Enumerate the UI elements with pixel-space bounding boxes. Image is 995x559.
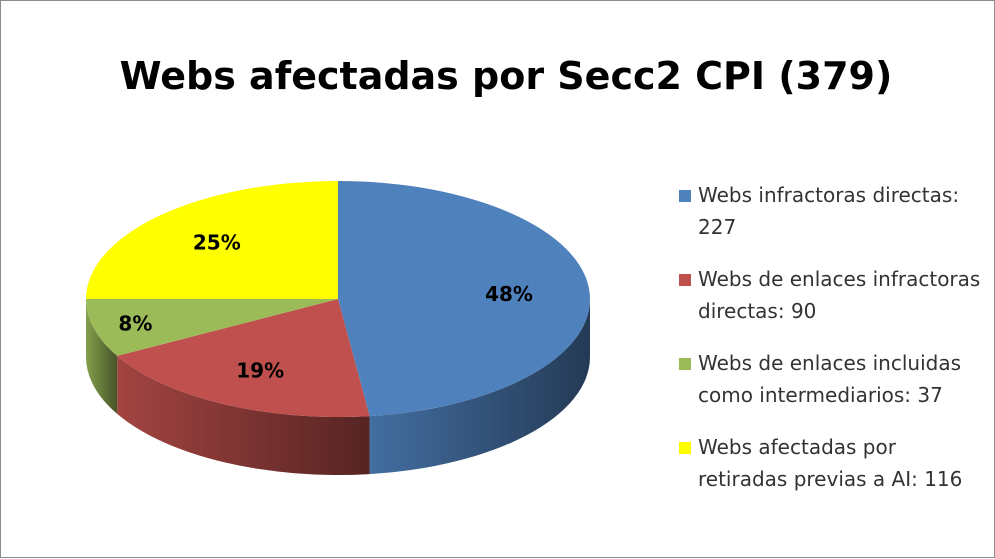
data-label: 48%: [485, 282, 533, 306]
legend-label: Webs de enlaces incluidas como intermedi…: [698, 351, 961, 407]
data-label: 19%: [236, 358, 284, 382]
legend-swatch: [679, 442, 691, 454]
slice: [338, 181, 591, 417]
data-label: 25%: [193, 230, 241, 254]
legend: Webs infractoras directas: 227 Webs de en…: [679, 179, 991, 515]
slice: [86, 299, 338, 356]
slice: [86, 181, 338, 299]
legend-item: Webs de enlaces incluidas como intermedi…: [679, 347, 991, 411]
slice-side: [117, 355, 370, 475]
slice-side: [86, 299, 118, 414]
legend-swatch: [679, 358, 691, 370]
legend-item: Webs afectadas por retiradas previas a A…: [679, 431, 991, 495]
legend-swatch: [679, 190, 691, 202]
legend-swatch: [679, 274, 691, 286]
legend-label: Webs de enlaces infractoras directas: 90: [698, 267, 981, 323]
chart-title: Webs afectadas por Secc2 CPI (379): [120, 54, 893, 98]
data-label: 8%: [118, 311, 152, 335]
legend-label: Webs infractoras directas: 227: [698, 183, 960, 239]
legend-item: Webs infractoras directas: 227: [679, 179, 991, 243]
slice-side: [369, 299, 590, 475]
legend-item: Webs de enlaces infractoras directas: 90: [679, 263, 991, 327]
legend-label: Webs afectadas por retiradas previas a A…: [698, 435, 963, 491]
slice: [117, 299, 370, 418]
